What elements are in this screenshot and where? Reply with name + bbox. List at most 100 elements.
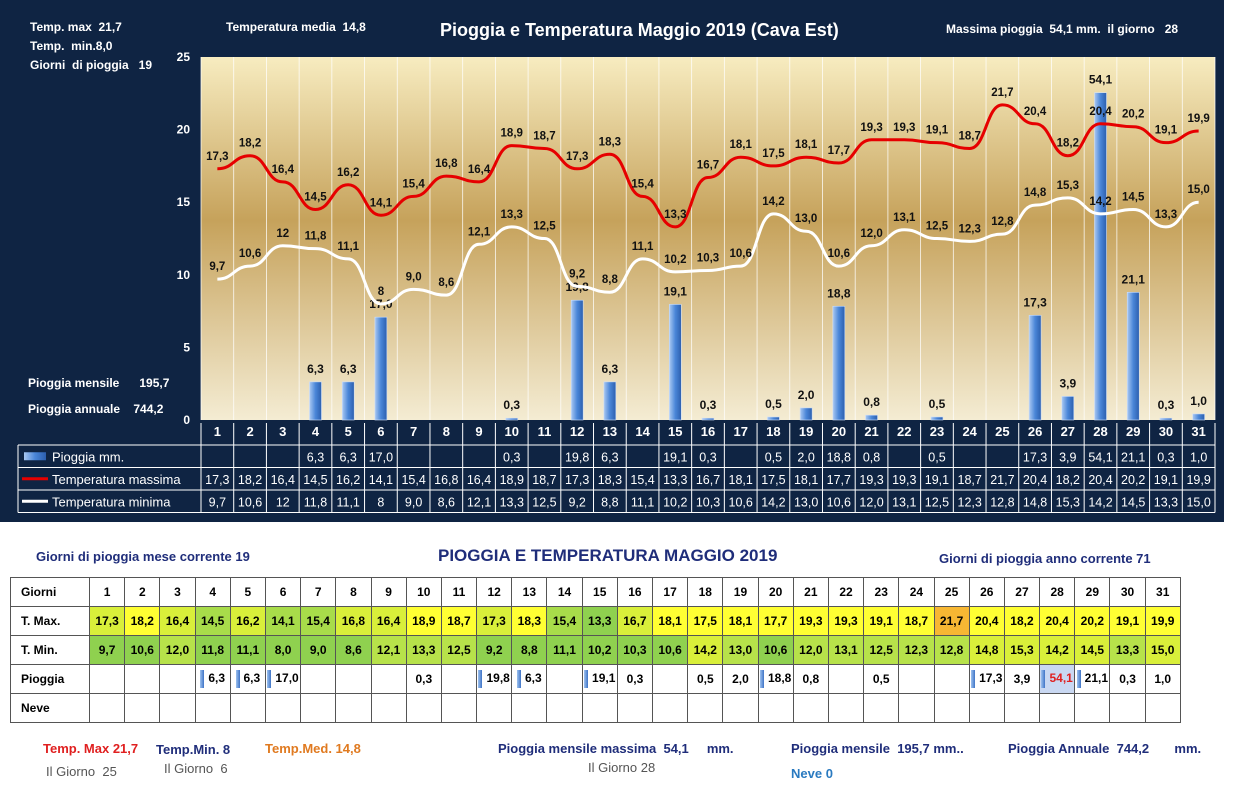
table-cell: 8,6 (335, 635, 372, 665)
legend-value: 10,6 (238, 495, 262, 509)
rain-bar-label: 2,0 (798, 388, 815, 402)
table-cell (1109, 693, 1146, 723)
legend-value: 19,1 (663, 450, 687, 464)
legend-value: 12,0 (859, 495, 883, 509)
table-cell (300, 693, 337, 723)
table-cell: 14,5 (194, 606, 231, 636)
table-cell: 10,2 (581, 635, 618, 665)
rain-mini-bar (235, 670, 240, 688)
tmax-label: 17,5 (762, 148, 785, 160)
legend-value: 21,7 (990, 473, 1014, 487)
tmax-label: 18,2 (1057, 138, 1079, 150)
x-tick-label: 30 (1159, 424, 1173, 439)
table-cell: 29 (1074, 577, 1111, 607)
table-cell: 12,8 (933, 635, 970, 665)
rain-bar-label: 21,1 (1122, 272, 1146, 286)
table-cell: 12,0 (792, 635, 829, 665)
row-label: T. Max. (10, 606, 90, 636)
table-cell: 0,3 (1109, 664, 1146, 694)
table-cell: 14,1 (264, 606, 302, 636)
rain-bar (865, 414, 878, 421)
table-cell: 17,0 (264, 664, 302, 694)
table-cell: 1 (88, 577, 126, 607)
tmin-label: 12,1 (468, 226, 491, 238)
table-cell: 18,7 (440, 606, 478, 636)
legend-value: 10,3 (696, 495, 720, 509)
rain-bar-label: 6,3 (602, 362, 619, 376)
rain-bar-label: 0,5 (765, 397, 782, 411)
legend-value: 13,3 (1154, 495, 1178, 509)
table-cell (651, 693, 689, 723)
table-cell: 11,8 (194, 635, 231, 665)
legend-value: 15,0 (1186, 495, 1210, 509)
row-label: Neve (10, 693, 90, 723)
rain-value: 21,1 (1084, 671, 1109, 686)
tmax-label: 17,3 (206, 151, 228, 163)
rain-bar-label: 18,8 (827, 286, 851, 300)
left-axis-tick: 25 (177, 50, 191, 64)
plot-area (201, 57, 1215, 420)
table-cell: 16,4 (159, 606, 196, 636)
table-cell (1039, 693, 1076, 723)
chart-title: Pioggia e Temperatura Maggio 2019 (Cava … (440, 20, 839, 40)
rain-bar-label: 0,3 (503, 398, 520, 412)
table-cell: 4 (194, 577, 231, 607)
table-cell (229, 693, 266, 723)
table-cell: 8,8 (511, 635, 548, 665)
table-cell (194, 693, 231, 723)
table-cell (546, 693, 583, 723)
table-cell: 17,3 (968, 664, 1005, 694)
summary-temp-min-day: Il Giorno 6 (164, 761, 228, 776)
table-cell: 0,3 (616, 664, 654, 694)
legend-value: 19,9 (1186, 473, 1210, 487)
rain-value: 6,3 (208, 671, 225, 686)
legend-value: 0,3 (503, 450, 520, 464)
rain-bar-label: 3,9 (1059, 376, 1076, 390)
table-cell (300, 664, 337, 694)
left-axis-tick: 20 (177, 123, 191, 137)
tmax-label: 16,4 (468, 164, 491, 176)
x-tick-label: 23 (930, 424, 944, 439)
rain-bar-label: 1,0 (1190, 394, 1207, 408)
legend-value: 21,1 (1121, 450, 1145, 464)
rain-bar (799, 407, 813, 421)
tmax-label: 18,9 (501, 128, 523, 140)
table-cell: 26 (968, 577, 1005, 607)
tmax-label: 16,8 (435, 158, 458, 170)
table-cell: 21,7 (933, 606, 970, 636)
table-cell: 0,5 (687, 664, 724, 694)
legend-value: 20,4 (1088, 473, 1112, 487)
rain-bar (1028, 315, 1042, 421)
table-cell: 19,1 (863, 606, 900, 636)
x-tick-label: 15 (668, 424, 682, 439)
legend-value: 11,1 (631, 495, 654, 509)
legend-value: 12,3 (958, 495, 982, 509)
legend-value: 10,6 (729, 495, 753, 509)
rain-value: 19,8 (486, 671, 510, 686)
table-cell (88, 664, 126, 694)
legend-value: 18,7 (532, 473, 556, 487)
rain-value: 0,8 (802, 672, 820, 686)
x-tick-label: 17 (733, 424, 747, 439)
legend-value: 17,0 (369, 450, 393, 464)
table-cell: 8 (335, 577, 372, 607)
x-tick-label: 6 (377, 424, 384, 439)
table-cell: 12,5 (440, 635, 478, 665)
rain-value: 2,0 (732, 672, 749, 686)
table-cell: 14,8 (968, 635, 1005, 665)
table-cell: 13,3 (405, 635, 442, 665)
table-cell: 18,2 (1003, 606, 1041, 636)
table-cell: 21,1 (1074, 664, 1111, 694)
legend-value: 18,2 (238, 473, 262, 487)
table-cell: 18 (687, 577, 724, 607)
table-cell: 31 (1144, 577, 1181, 607)
table-cell (898, 664, 935, 694)
table-cell: 17 (651, 577, 689, 607)
summary-annual-rain: Pioggia Annuale 744,2 mm. (1008, 741, 1202, 756)
rain-bar (1192, 413, 1205, 421)
legend-value: 0,8 (863, 450, 880, 464)
rain-mini-bar (1041, 670, 1046, 688)
legend-value: 15,4 (401, 473, 425, 487)
table-cell (476, 693, 513, 723)
tmax-label: 18,7 (533, 130, 555, 142)
